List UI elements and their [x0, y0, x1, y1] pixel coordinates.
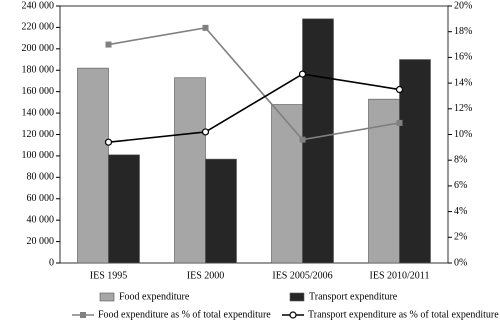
x-tick-label: IES 2005/2006	[272, 270, 332, 281]
bar	[108, 154, 140, 264]
legend-marker	[289, 311, 297, 319]
y-tick-label: 240 000	[22, 0, 55, 11]
y2-tick-label: 18%	[454, 26, 472, 37]
marker	[396, 119, 403, 126]
legend-swatch	[289, 292, 305, 302]
y2-tick-label: 12%	[454, 103, 472, 114]
y-tick-label: 80 000	[27, 172, 55, 183]
y2-tick-label: 8%	[454, 154, 467, 165]
marker	[299, 136, 306, 143]
marker	[298, 70, 307, 78]
y2-tick-label: 20%	[454, 0, 472, 11]
y-tick-label: 120 000	[22, 129, 55, 140]
y2-tick-label: 14%	[454, 77, 472, 88]
bar	[271, 104, 303, 264]
y2-tick-label: 2%	[454, 232, 467, 243]
marker	[202, 24, 209, 31]
y-tick-label: 160 000	[22, 86, 55, 97]
y2-tick-label: 10%	[454, 129, 472, 140]
marker	[201, 128, 210, 136]
x-tick-label: IES 2000	[187, 270, 225, 281]
legend-marker	[80, 312, 86, 318]
line	[108, 73, 400, 144]
bar	[205, 158, 237, 264]
y2-tick-label: 0%	[454, 257, 467, 268]
y-tick-label: 180 000	[22, 65, 55, 76]
y-tick-label: 60 000	[27, 193, 55, 204]
marker	[105, 41, 112, 48]
line	[108, 26, 400, 141]
marker	[395, 85, 404, 94]
y-tick-label: 0	[49, 257, 54, 268]
x-tick-label: IES 1995	[90, 270, 128, 281]
y-tick-label: 140 000	[22, 107, 55, 118]
y-tick-label: 200 000	[22, 43, 55, 54]
bar	[77, 67, 109, 264]
legend-label: Food expenditure as % of total expenditu…	[98, 309, 271, 320]
legend-swatch	[99, 292, 115, 302]
legend-label: Transport expenditure as % of total expe…	[308, 309, 499, 320]
y2-tick-label: 6%	[454, 180, 467, 191]
legend-label: Food expenditure	[119, 291, 190, 302]
bar	[302, 18, 334, 264]
y2-tick-label: 4%	[454, 206, 467, 217]
marker	[104, 138, 113, 146]
y-tick-label: 40 000	[27, 214, 55, 225]
y2-tick-label: 16%	[454, 52, 472, 63]
y-tick-label: 220 000	[22, 22, 55, 33]
legend-label: Transport expenditure	[309, 291, 398, 302]
x-tick-label: IES 2010/2011	[370, 270, 430, 281]
plot-frame	[59, 5, 449, 264]
y-tick-label: 20 000	[27, 236, 55, 247]
bar	[399, 59, 431, 264]
bar	[174, 77, 206, 264]
y-tick-label: 100 000	[22, 150, 55, 161]
